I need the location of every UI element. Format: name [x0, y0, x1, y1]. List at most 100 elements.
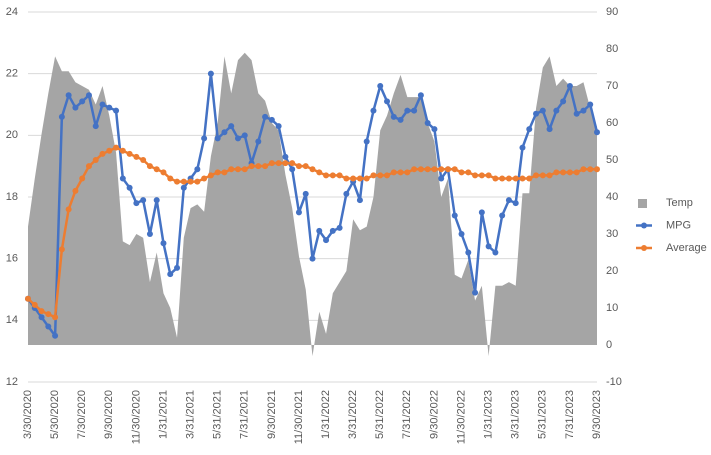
series-marker — [133, 153, 140, 160]
x-tick-label: 11/30/2022 — [455, 390, 467, 444]
series-marker — [336, 224, 343, 231]
series-marker — [553, 169, 560, 176]
y2-tick-label: 90 — [606, 6, 618, 18]
legend-label: Average — [666, 242, 707, 254]
series-marker — [133, 200, 140, 207]
series-marker — [546, 126, 553, 133]
series-marker — [377, 172, 384, 179]
series-marker — [99, 101, 106, 108]
series-marker — [214, 135, 221, 142]
series-marker — [404, 107, 411, 114]
series-marker — [384, 98, 391, 105]
x-tick-label: 3/30/2020 — [22, 390, 34, 439]
x-tick-label: 11/30/2020 — [130, 390, 142, 444]
series-marker — [126, 150, 133, 157]
series-marker — [289, 166, 296, 173]
x-tick-label: 9/30/2022 — [428, 390, 440, 439]
series-marker — [566, 169, 573, 176]
series-marker — [106, 104, 113, 111]
series-marker — [343, 175, 350, 182]
series-marker — [194, 166, 201, 173]
series-marker — [492, 175, 499, 182]
series-marker — [65, 206, 72, 213]
series-marker — [38, 308, 45, 315]
series-marker — [424, 120, 431, 126]
x-tick-label: 5/31/2021 — [212, 390, 224, 439]
series-marker — [553, 107, 560, 114]
series-marker — [221, 129, 228, 136]
series-marker — [174, 178, 181, 185]
series-marker — [52, 332, 59, 339]
series-marker — [85, 163, 92, 170]
series-marker — [438, 175, 445, 182]
series-marker — [180, 184, 187, 191]
legend-label: MPG — [666, 219, 691, 231]
series-marker — [282, 160, 289, 167]
series-marker — [390, 169, 397, 176]
y2-tick-label: 30 — [606, 228, 618, 240]
series-marker — [539, 172, 546, 179]
series-marker — [356, 197, 363, 204]
series-marker — [160, 169, 167, 176]
series-marker — [234, 135, 241, 142]
x-tick-label: 3/31/2023 — [510, 390, 522, 439]
series-marker — [241, 166, 248, 173]
series-marker — [451, 166, 458, 173]
series-marker — [146, 163, 153, 170]
y-tick-label: 16 — [6, 253, 18, 265]
series-marker — [201, 175, 208, 182]
x-tick-label: 3/31/2021 — [184, 390, 196, 439]
series-marker — [119, 175, 126, 182]
series-marker — [411, 166, 418, 173]
series-marker — [255, 138, 262, 145]
x-tick-label: 9/30/2021 — [266, 390, 278, 439]
series-marker — [451, 212, 458, 219]
series-marker — [512, 175, 519, 182]
series-marker — [214, 169, 221, 176]
temp-area — [28, 52, 597, 357]
series-marker — [424, 166, 431, 173]
series-marker — [248, 163, 255, 170]
series-marker — [113, 144, 120, 151]
series-marker — [79, 98, 86, 105]
series-marker — [411, 107, 418, 114]
x-tick-label: 1/31/2022 — [320, 390, 332, 439]
series-marker — [444, 166, 451, 173]
series-marker — [377, 83, 384, 89]
series-marker — [485, 172, 492, 179]
series-marker — [417, 166, 424, 173]
series-marker — [99, 150, 106, 157]
series-marker — [302, 190, 309, 197]
y2-tick-label: 0 — [606, 339, 612, 351]
x-tick-label: 7/31/2021 — [239, 390, 251, 439]
y2-tick-label: 60 — [606, 117, 618, 129]
series-marker — [228, 166, 235, 173]
series-marker — [404, 169, 411, 176]
series-marker — [180, 178, 187, 185]
series-marker — [343, 190, 350, 197]
y-tick-label: 20 — [6, 129, 18, 141]
series-marker — [268, 116, 275, 123]
series-marker — [472, 289, 479, 296]
x-tick-label: 1/31/2021 — [157, 390, 169, 439]
x-tick-label: 1/31/2023 — [483, 390, 495, 439]
series-marker — [512, 200, 519, 207]
y2-tick-label: 10 — [606, 302, 618, 314]
series-marker — [153, 166, 160, 173]
x-tick-label: 11/30/2021 — [293, 390, 305, 444]
y-tick-label: 24 — [6, 6, 18, 18]
series-marker — [397, 169, 404, 176]
series-marker — [316, 169, 323, 176]
series-marker — [390, 113, 397, 120]
series-marker — [160, 240, 167, 247]
x-tick-label: 7/31/2022 — [401, 390, 413, 439]
series-marker — [58, 113, 65, 120]
x-tick-label: 9/30/2023 — [591, 390, 603, 439]
series-marker — [58, 246, 65, 253]
series-marker — [533, 110, 540, 117]
y2-tick-label: 70 — [606, 80, 618, 92]
legend-swatch — [641, 222, 647, 229]
series-marker — [526, 126, 533, 133]
series-marker — [241, 132, 248, 139]
